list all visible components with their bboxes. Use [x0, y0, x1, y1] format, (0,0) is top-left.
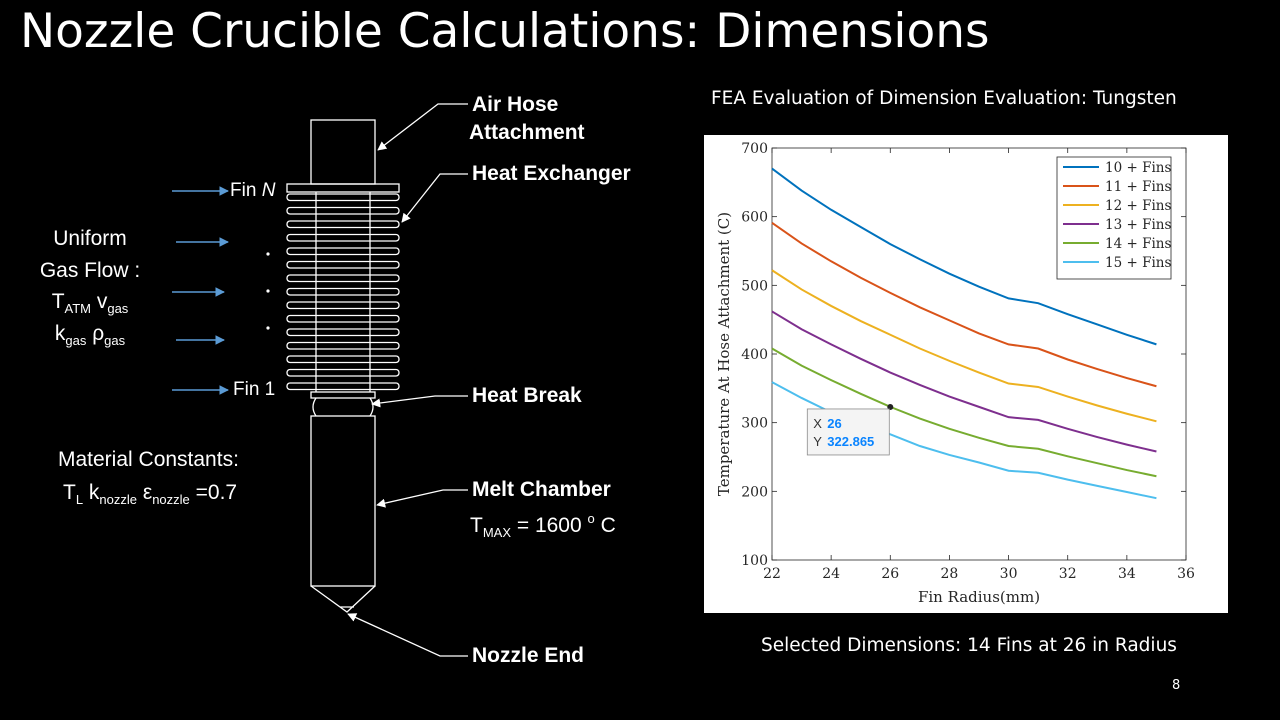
- datatip-y-value: 322.865: [827, 434, 874, 449]
- fin-plate: [286, 341, 400, 350]
- heat-exchanger-fins: [286, 192, 400, 392]
- melt-chamber: [310, 415, 376, 587]
- legend-label: 14 + Fins: [1105, 236, 1171, 252]
- fin-plate: [286, 206, 400, 215]
- y-tick-label: 100: [741, 553, 768, 569]
- material-constants-title: Material Constants:: [58, 448, 239, 471]
- label-melt-chamber: Melt Chamber: [472, 478, 611, 501]
- legend-label: 15 + Fins: [1105, 255, 1171, 271]
- fin-plate: [286, 274, 400, 283]
- label-heat-exchanger: Heat Exchanger: [472, 162, 631, 185]
- tmax-label: TMAX = 1600 o C: [470, 511, 616, 540]
- y-axis-label: Temperature At Hose Attachment (C): [715, 212, 733, 496]
- series-line: [771, 310, 1157, 453]
- x-tick-label: 32: [1059, 566, 1077, 582]
- y-tick-label: 600: [741, 210, 768, 226]
- x-tick-label: 30: [1000, 566, 1018, 582]
- gas-flow-arrows: [172, 186, 229, 395]
- x-axis-label: Fin Radius(mm): [918, 588, 1040, 606]
- legend-label: 13 + Fins: [1105, 217, 1171, 233]
- fin-plate: [286, 193, 400, 202]
- slide-title: Nozzle Crucible Calculations: Dimensions: [20, 4, 990, 59]
- bottom-collar: [310, 391, 376, 399]
- fin-ellipsis: [266, 252, 270, 330]
- fin-plate: [286, 301, 400, 310]
- fin-plate: [286, 382, 400, 391]
- datatip-marker: [887, 403, 894, 410]
- nozzle-diagram: [172, 103, 468, 657]
- nozzle-cone: [310, 585, 376, 613]
- legend-label: 12 + Fins: [1105, 198, 1171, 214]
- datatip-box: [806, 408, 890, 456]
- label-air-hose: Air Hose: [472, 93, 559, 116]
- datatip-x-label: X: [813, 416, 822, 431]
- series-line: [771, 269, 1157, 423]
- pointer-heat-break: [371, 395, 468, 408]
- fea-title: FEA Evaluation of Dimension Evaluation: …: [711, 88, 1177, 109]
- y-tick-label: 400: [741, 347, 768, 363]
- page-number: 8: [1172, 678, 1181, 693]
- pointer-heat-exchanger: [401, 173, 468, 223]
- y-tick-label: 200: [741, 484, 768, 500]
- fin-plate: [286, 287, 400, 296]
- legend-label: 11 + Fins: [1105, 179, 1171, 195]
- gas-flow-line1: Uniform: [53, 227, 127, 250]
- pointer-melt-chamber: [376, 489, 468, 508]
- x-tick-label: 28: [941, 566, 959, 582]
- x-tick-label: 26: [881, 566, 899, 582]
- selected-dimensions: Selected Dimensions: 14 Fins at 26 in Ra…: [761, 635, 1177, 656]
- x-tick-label: 22: [763, 566, 781, 582]
- y-tick-label: 700: [741, 141, 768, 157]
- heat-break: [312, 397, 374, 417]
- fin-plate: [286, 314, 400, 323]
- fin-plate: [286, 368, 400, 377]
- series-line: [771, 167, 1157, 346]
- gas-flow-t-v: TATM vgas: [51, 290, 129, 316]
- fin-n-label: Fin N: [230, 180, 276, 201]
- label-nozzle-end: Nozzle End: [472, 644, 585, 667]
- temperature-chart: 22 24 26 28 30 32 34 36 100 200 300 400 500 600 700 Fin…: [715, 141, 1195, 606]
- gas-flow-k-rho: kgas ρgas: [54, 322, 126, 348]
- fin-1-label: Fin 1: [233, 379, 276, 400]
- fin-plate: [286, 247, 400, 256]
- fin-plate: [286, 328, 400, 337]
- chart-panel: 22 24 26 28 30 32 34 36 100 200 300 400 500 600 700 Fin…: [704, 135, 1228, 613]
- legend-label: 10 + Fins: [1105, 160, 1171, 176]
- fin-plate: [286, 233, 400, 242]
- crucible-outline: [286, 119, 400, 613]
- series-line: [771, 222, 1157, 388]
- x-tick-label: 24: [822, 566, 840, 582]
- material-constants-values: TL knozzle εnozzle =0.7: [63, 481, 238, 507]
- x-tick-label: 34: [1118, 566, 1136, 582]
- fin-plate: [286, 355, 400, 364]
- label-attachment: Attachment: [469, 121, 585, 144]
- top-collar: [286, 183, 400, 193]
- pointer-nozzle-end: [347, 613, 468, 657]
- label-heat-break: Heat Break: [472, 384, 582, 407]
- callout-pointers: [347, 103, 468, 657]
- datatip-y-label: Y: [813, 434, 822, 449]
- series-line: [771, 347, 1157, 478]
- air-hose-tube: [310, 119, 376, 185]
- datatip-x-value: 26: [827, 416, 841, 431]
- y-tick-label: 500: [741, 278, 768, 294]
- gas-flow-line2: Gas Flow :: [39, 259, 141, 282]
- fin-plate: [286, 220, 400, 229]
- y-tick-label: 300: [741, 416, 768, 432]
- x-tick-label: 36: [1177, 566, 1195, 582]
- pointer-air-hose: [377, 103, 468, 151]
- legend-box: [1056, 156, 1172, 280]
- fin-plate: [286, 260, 400, 269]
